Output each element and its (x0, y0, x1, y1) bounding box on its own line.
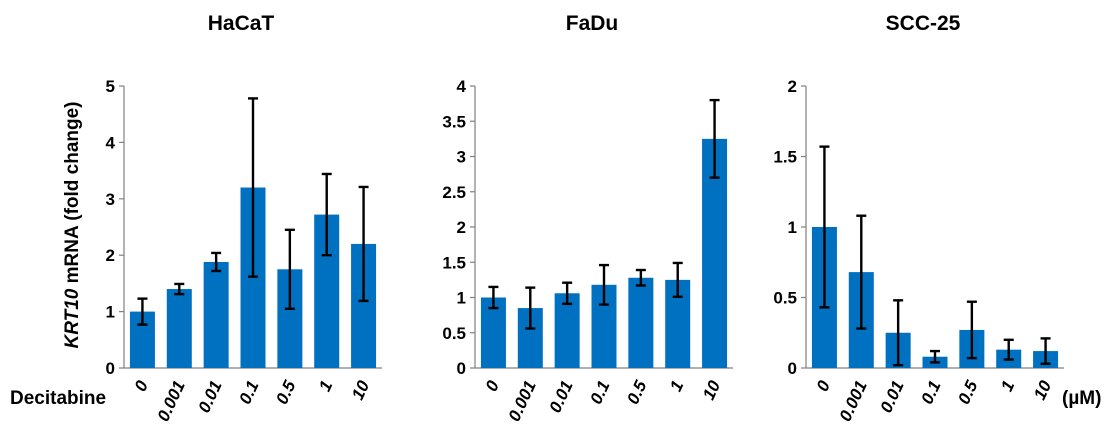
y-tick-label: 1 (106, 303, 115, 322)
category-label: 0.1 (235, 378, 262, 407)
y-tick-label: 2 (788, 77, 797, 96)
chart-title: HaCaT (208, 12, 275, 35)
y-tick-label: 3 (106, 190, 115, 209)
category-label: 1 (997, 378, 1018, 395)
y-axis-label: KRT10 mRNA (fold change) (62, 101, 83, 348)
category-label: 0.001 (505, 378, 540, 425)
y-tick-label: 1.5 (442, 253, 466, 272)
category-label: 0.01 (195, 378, 226, 416)
category-label: 0 (482, 377, 503, 394)
y-tick-label: 2 (457, 218, 466, 237)
unit-label: (µM) (1062, 388, 1101, 409)
category-label: 0.1 (586, 378, 613, 407)
y-tick-label: 4 (457, 77, 467, 96)
category-label: 10 (1030, 377, 1055, 403)
chart-title: SCC-25 (886, 12, 961, 35)
category-label: 0 (813, 377, 834, 394)
treatment-label: Decitabine (10, 388, 106, 409)
bar (166, 289, 192, 368)
category-label: 1 (666, 378, 687, 395)
y-tick-label: 0 (106, 359, 115, 378)
bar (554, 293, 580, 368)
y-tick-label: 3 (457, 148, 466, 167)
category-label: 1 (315, 378, 336, 395)
y-tick-label: 4 (106, 133, 116, 152)
category-label: 0.1 (917, 378, 944, 407)
category-label: 0.5 (623, 377, 650, 407)
category-label: 10 (699, 377, 724, 403)
category-label: 0.5 (954, 377, 981, 407)
category-label: 0.5 (272, 377, 299, 407)
y-tick-label: 1 (457, 289, 466, 308)
y-tick-label: 2.5 (442, 183, 466, 202)
bar (628, 277, 654, 368)
category-label: 0.001 (154, 378, 189, 425)
y-tick-label: 1.5 (773, 148, 797, 167)
category-label: 0.001 (836, 378, 871, 425)
y-tick-label: 3.5 (442, 112, 466, 131)
chart-title: FaDu (566, 12, 619, 35)
category-label: 0.01 (877, 378, 908, 416)
bar (203, 261, 229, 368)
y-tick-label: 2 (106, 246, 115, 265)
category-label: 10 (348, 377, 373, 403)
y-tick-label: 0.5 (442, 324, 466, 343)
y-tick-label: 5 (106, 77, 115, 96)
y-tick-label: 0 (457, 359, 466, 378)
y-tick-label: 1 (788, 218, 797, 237)
y-tick-label: 0 (788, 359, 797, 378)
category-label: 0.01 (546, 378, 577, 416)
y-tick-label: 0.5 (773, 289, 797, 308)
category-label: 0 (131, 377, 152, 394)
